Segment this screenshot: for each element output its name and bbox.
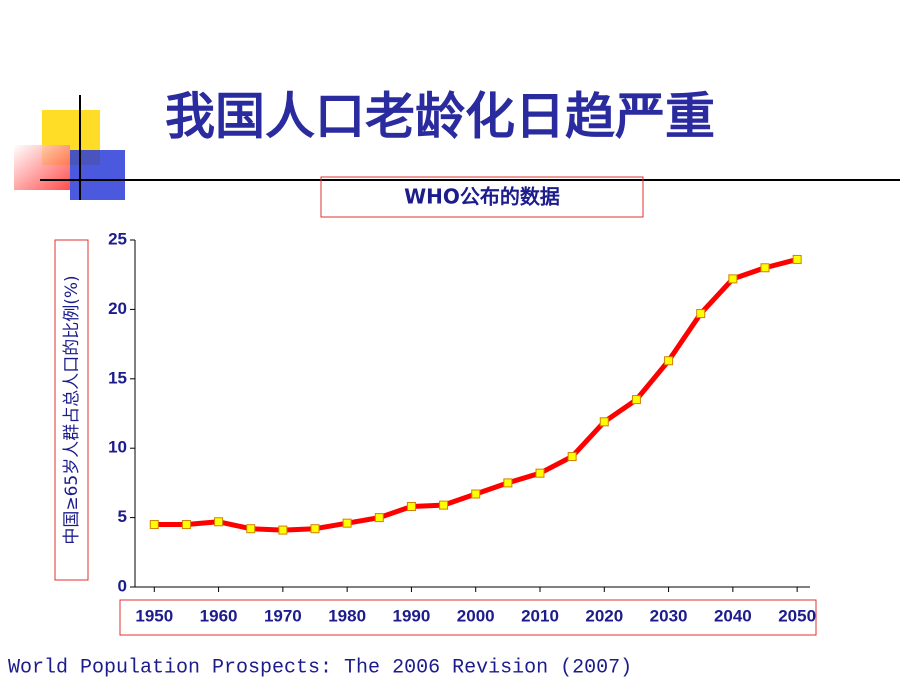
y-tick-label: 25 xyxy=(108,229,127,248)
series-line xyxy=(154,257,798,533)
point-marker xyxy=(149,520,159,530)
point-marker xyxy=(792,254,802,264)
x-label-box xyxy=(119,599,817,636)
x-tick-label: 2010 xyxy=(521,606,559,625)
x-tick-label: 1950 xyxy=(135,606,173,625)
y-tick-label: 15 xyxy=(108,368,127,387)
point-marker xyxy=(760,263,770,273)
y-label-box xyxy=(54,239,89,581)
point-marker xyxy=(214,517,224,527)
point-marker xyxy=(406,501,416,511)
point-marker xyxy=(696,309,706,319)
chart-title: 我国人口老龄化日趋严重 xyxy=(165,88,715,146)
point-marker xyxy=(342,518,352,528)
y-axis-label: 中国≥65岁人群占总人口的比例(%) xyxy=(62,275,82,544)
source: World Population Prospects: The 2006 Rev… xyxy=(8,656,632,679)
x-tick-label: 1970 xyxy=(264,606,302,625)
point-marker xyxy=(599,417,609,427)
point-marker xyxy=(374,513,384,523)
decoration xyxy=(14,95,900,200)
x-tick-label: 2030 xyxy=(650,606,688,625)
point-marker xyxy=(567,452,577,462)
x-tick-label: 2040 xyxy=(714,606,752,625)
subtitle-box xyxy=(320,176,644,218)
subtitle: WHO公布的数据 xyxy=(404,185,560,209)
y-tick-label: 20 xyxy=(108,299,127,318)
x-tick-label: 2050 xyxy=(778,606,816,625)
y-tick-label: 10 xyxy=(108,438,127,457)
x-tick-label: 2000 xyxy=(457,606,495,625)
point-marker xyxy=(471,489,481,499)
point-marker xyxy=(439,500,449,510)
point-marker xyxy=(181,520,191,530)
point-marker xyxy=(278,525,288,535)
point-marker xyxy=(310,524,320,534)
point-marker xyxy=(664,356,674,366)
point-marker xyxy=(728,274,738,284)
y-tick-label: 0 xyxy=(118,576,127,595)
x-tick-label: 2020 xyxy=(585,606,623,625)
point-marker xyxy=(503,478,513,488)
point-marker xyxy=(535,468,545,478)
point-marker xyxy=(246,524,256,534)
x-tick-label: 1960 xyxy=(200,606,238,625)
point-marker xyxy=(631,395,641,405)
x-tick-label: 1990 xyxy=(393,606,431,625)
x-tick-label: 1980 xyxy=(328,606,366,625)
y-tick-label: 5 xyxy=(118,507,127,526)
